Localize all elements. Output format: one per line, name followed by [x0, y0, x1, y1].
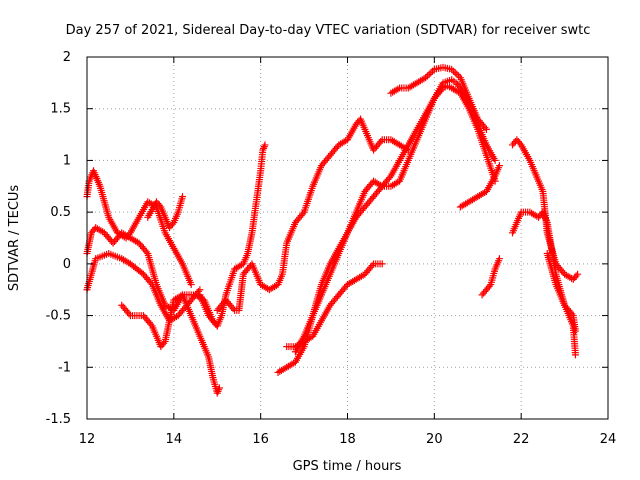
x-tick-label: 20 — [426, 432, 443, 447]
series-arc-10 — [283, 63, 490, 351]
data-point — [299, 210, 307, 218]
data-point — [147, 320, 155, 328]
x-tick-label: 22 — [513, 432, 530, 447]
series-arc-7 — [213, 115, 412, 314]
x-tick-label: 14 — [166, 432, 183, 447]
y-axis-label: SDTVAR / TECUs — [7, 185, 22, 292]
data-point — [453, 70, 461, 78]
data-point — [155, 201, 163, 209]
data-point — [160, 339, 168, 347]
x-tick-label: 12 — [79, 432, 96, 447]
y-tick-label: 0.5 — [50, 205, 71, 220]
data-point — [572, 272, 580, 280]
series-arc-4 — [118, 291, 221, 351]
data-point — [229, 305, 237, 313]
data-point — [481, 124, 489, 132]
chart-title: Day 257 of 2021, Sidereal Day-to-day VTE… — [66, 23, 591, 38]
data-point — [138, 269, 146, 277]
series-arc-15 — [543, 250, 579, 359]
data-point — [425, 70, 433, 78]
data-point — [147, 279, 155, 287]
data-point — [377, 137, 385, 145]
data-point — [142, 248, 150, 256]
data-point — [516, 139, 524, 147]
data-point — [451, 69, 459, 77]
data-point — [495, 162, 503, 170]
data-point — [187, 281, 195, 289]
data-point — [368, 262, 376, 270]
x-axis-label: GPS time / hours — [293, 459, 402, 474]
x-tick-label: 18 — [339, 432, 356, 447]
y-tick-label: 1.5 — [50, 102, 71, 117]
data-point — [215, 384, 223, 392]
series-arc-13 — [508, 136, 582, 283]
y-tick-label: -1.5 — [46, 412, 71, 427]
series-arc-5 — [144, 193, 187, 232]
x-tick-label: 16 — [252, 432, 269, 447]
data-series — [83, 63, 582, 397]
data-point — [179, 193, 187, 201]
axis-ticks: 12 14 16 18 20 22 24 -1.5 -1 -0.5 0 0.5 1 1.5 2 — [46, 50, 617, 447]
data-point — [482, 125, 490, 133]
data-point — [385, 174, 393, 182]
data-point — [260, 144, 268, 152]
data-point — [574, 270, 582, 278]
data-point — [260, 143, 268, 151]
data-point — [214, 387, 222, 395]
data-point — [261, 141, 269, 149]
series-arc-6 — [196, 141, 269, 330]
data-point — [378, 260, 386, 268]
series-arc-11 — [456, 162, 503, 211]
y-tick-label: -0.5 — [46, 309, 71, 324]
data-point — [125, 231, 133, 239]
series-arc-12 — [478, 255, 503, 299]
x-tick-label: 24 — [600, 432, 617, 447]
data-point — [213, 389, 221, 397]
y-tick-label: 1 — [63, 153, 71, 168]
data-point — [125, 310, 133, 318]
grid — [87, 57, 608, 419]
data-point — [485, 282, 493, 290]
data-point — [571, 351, 579, 359]
series-arc-9 — [291, 76, 499, 356]
y-tick-label: 2 — [63, 50, 71, 65]
series-arc-1 — [83, 224, 223, 397]
data-point — [491, 156, 499, 164]
y-tick-label: -1 — [58, 360, 71, 375]
data-point — [215, 386, 223, 394]
y-tick-label: 0 — [63, 257, 71, 272]
data-point — [495, 255, 503, 263]
data-point — [168, 220, 176, 228]
data-point — [259, 146, 267, 154]
data-point — [427, 69, 435, 77]
